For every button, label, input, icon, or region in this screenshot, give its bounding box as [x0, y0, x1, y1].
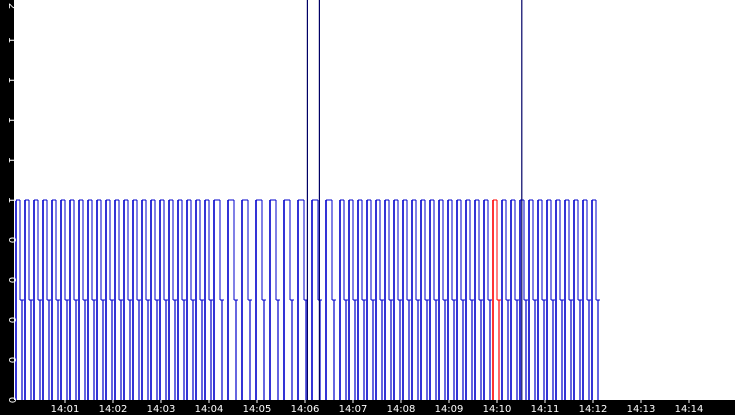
y-tick-label: 0	[6, 357, 17, 363]
x-tick-label: 14:02	[99, 404, 128, 415]
x-tick-label: 14:04	[195, 404, 224, 415]
x-tick-label: 14:06	[291, 404, 320, 415]
y-axis-bar	[0, 0, 14, 415]
y-tick-label: 0	[6, 317, 17, 323]
y-tick-label: 0	[6, 397, 17, 403]
x-tick-label: 14:01	[51, 404, 80, 415]
y-tick-label: 1	[6, 77, 17, 83]
y-tick-label: 0	[6, 277, 17, 283]
y-tick-label: 2	[6, 3, 17, 9]
y-tick-label: 1	[6, 157, 17, 163]
x-tick-label: 14:12	[579, 404, 608, 415]
x-tick-label: 14:09	[435, 404, 464, 415]
y-tick-label: 1	[6, 197, 17, 203]
y-tick-label: 1	[6, 117, 17, 123]
y-tick-label: 1	[6, 37, 17, 43]
y-tick-label: 0	[6, 237, 17, 243]
x-tick-label: 14:13	[627, 404, 656, 415]
x-tick-label: 14:05	[243, 404, 272, 415]
x-tick-label: 14:08	[387, 404, 416, 415]
x-tick-label: 14:07	[339, 404, 368, 415]
x-tick-label: 14:11	[531, 404, 560, 415]
x-tick-label: 14:03	[147, 404, 176, 415]
x-tick-label: 14:10	[483, 404, 512, 415]
x-tick-label: 14:14	[675, 404, 704, 415]
x-axis-bar	[0, 400, 735, 415]
